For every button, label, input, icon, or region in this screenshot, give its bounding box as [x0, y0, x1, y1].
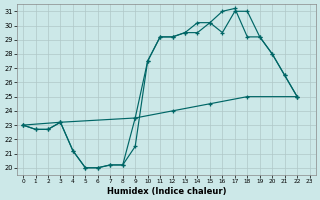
X-axis label: Humidex (Indice chaleur): Humidex (Indice chaleur)	[107, 187, 226, 196]
